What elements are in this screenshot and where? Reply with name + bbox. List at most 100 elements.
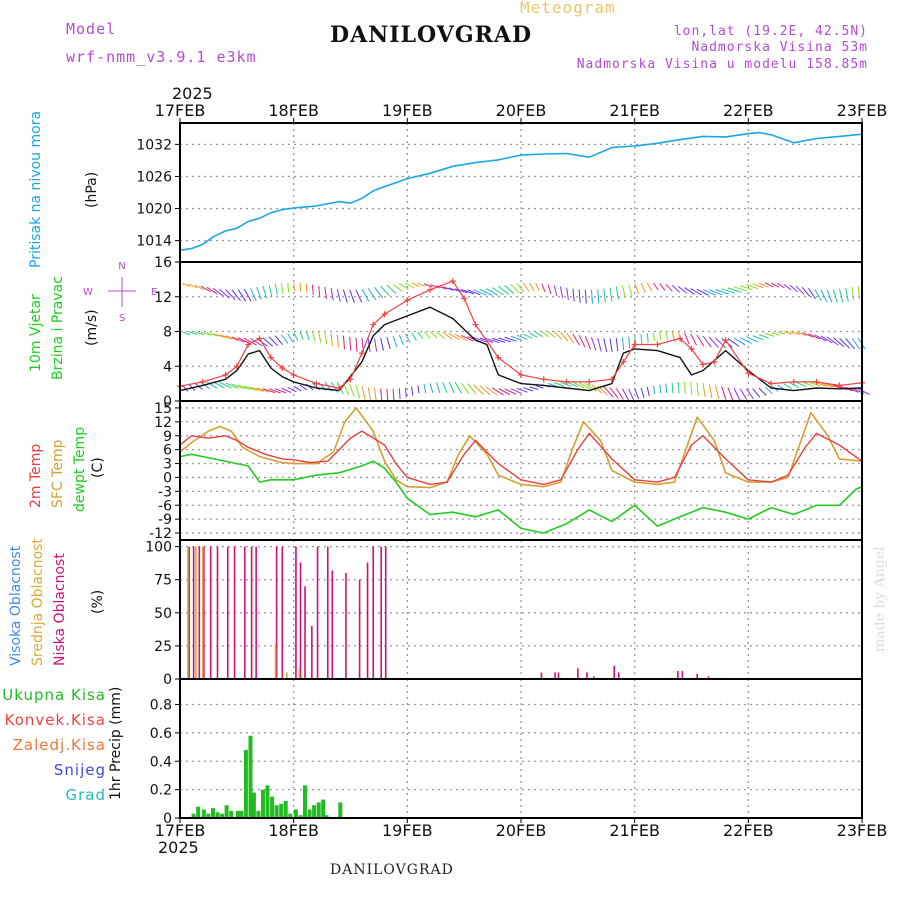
y-tick-label: 15 [154,401,172,417]
wind-direction-arrow [634,283,640,295]
wind-direction-arrow [566,287,569,300]
gust-marker [370,321,377,328]
wind-direction-arrow [640,387,645,398]
precip-legend-freezing: Zaledj.Kisa [12,736,106,754]
wind-direction-arrow [423,331,431,339]
wind-direction-arrow [665,283,673,292]
y-tick-label: 100 [145,540,172,556]
wind-direction-arrow [752,335,764,341]
wind-direction-arrow [535,385,544,389]
wind-direction-arrow [615,338,619,352]
gust-marker [461,295,468,302]
y-tick-label: 0 [163,811,172,827]
wind-direction-arrow [547,331,556,339]
wind-direction-arrow [355,289,363,303]
wind-direction-arrow [621,337,625,351]
gust-marker [836,382,843,389]
wind-direction-arrow [597,289,600,304]
wind-direction-arrow [330,333,333,346]
wind-direction-arrow [305,331,310,341]
wind-direction-arrow [566,381,579,388]
wind-direction-arrow [244,337,257,346]
wind-direction-arrow [473,289,487,296]
wind-direction-arrow [671,284,681,293]
wind-direction-arrow [250,338,263,347]
compass-label: W [83,287,93,298]
wind-direction-arrow [529,282,535,292]
gust-marker [540,376,547,383]
wind-direction-arrow [714,385,720,400]
wind-direction-arrow [429,331,438,339]
wind-direction-arrow [609,387,619,399]
wind-direction-arrow [584,289,587,304]
wind-direction-arrow [820,382,835,388]
wind-direction-arrow [523,387,534,392]
compass-label: N [118,261,125,272]
wind-direction-arrow [541,331,550,338]
wind-direction-arrow [274,335,284,346]
y-tick-label: 75 [154,573,172,589]
wind-direction-arrow [609,287,613,302]
wind-direction-arrow [516,387,528,393]
wind-direction-arrow [243,288,252,302]
wind-direction-arrow [523,333,533,339]
wind-direction-arrow [590,289,593,304]
x-tick-label-top: 22FEB [723,101,774,120]
wind-direction-arrow [684,287,695,295]
wind-direction-arrow [336,288,341,302]
wind-direction-arrow [584,382,597,392]
wind-direction-arrow [820,335,833,344]
wind-direction-arrow [429,383,434,394]
wind-direction-arrow [721,386,727,400]
wind-direction-arrow [262,337,273,347]
wind-direction-arrow [851,287,855,301]
wind-direction-arrow [256,387,270,393]
wind-direction-arrow [789,382,800,388]
gust-marker [745,370,752,377]
wind-direction-arrow [491,287,504,296]
wind-direction-arrow [268,388,281,394]
wind-direction-arrow [783,383,793,389]
precip-bar [298,815,303,817]
wind-direction-arrow [652,332,655,341]
wind-direction-arrow [206,332,219,337]
wind-direction-arrow [386,284,397,294]
wind-direction-arrow [262,388,276,394]
wind-direction-arrow [219,288,230,299]
x-tick-label-bottom: 17FEB [155,821,206,840]
compass-label: S [119,313,125,324]
wind-direction-arrow [460,382,470,394]
wind-direction-arrow [498,286,510,295]
wind-direction-arrow [504,336,517,342]
gust-marker [233,363,240,370]
wind-direction-arrow [758,387,767,396]
gust-marker [563,378,570,385]
wind-direction-arrow [535,331,543,338]
wind-direction-arrow [746,284,759,290]
wind-direction-arrow [727,387,734,401]
y-tick-label: 1020 [136,202,172,218]
wind-direction-arrow [225,382,239,389]
wind-direction-arrow [777,331,786,335]
wind-direction-arrow [802,381,814,387]
wind-direction-arrow [740,337,752,345]
wind-direction-arrow [603,338,608,353]
wind-direction-arrow [305,283,308,294]
wind-direction-arrow [597,337,602,352]
wind-direction-arrow [225,335,239,342]
wind-direction-arrow [454,381,463,394]
wind-direction-arrow [498,388,511,396]
wind-direction-arrow [733,286,747,292]
wind-direction-arrow [646,386,650,397]
wind-direction-arrow [802,332,814,338]
wind-direction-arrow [194,331,205,336]
wind-direction-arrow [652,385,656,395]
wind-direction-arrow [640,282,646,293]
x-tick-label-bottom: 19FEB [382,821,433,840]
wind-direction-arrow [367,288,377,301]
gust-marker [495,354,502,361]
wind-direction-arrow [454,288,468,294]
grid-layer [180,123,862,818]
wind-direction-arrow [324,287,327,299]
wind-direction-arrow [473,384,484,395]
